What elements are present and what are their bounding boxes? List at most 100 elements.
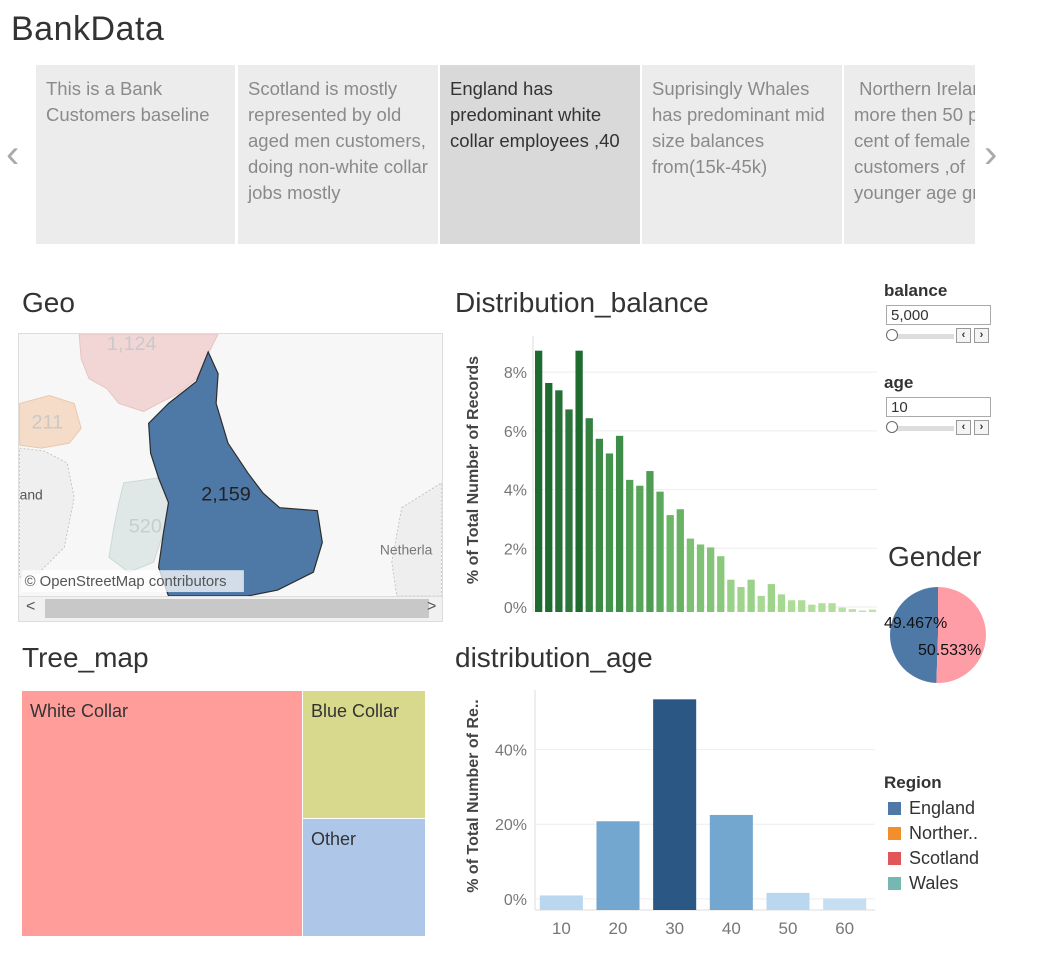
balance-bar xyxy=(858,610,867,612)
legend-label: England xyxy=(909,798,976,818)
legend-label: Wales xyxy=(909,873,959,893)
slider-knob[interactable] xyxy=(886,329,898,341)
story-point-text: Suprisingly Whales has predominant mid s… xyxy=(652,78,825,177)
chevron-right-icon[interactable]: › xyxy=(974,328,989,343)
map-label-northern-ireland: 211 xyxy=(32,411,64,433)
slider-knob[interactable] xyxy=(886,421,898,433)
balance-bar xyxy=(747,579,755,612)
story-point-text: This is a Bank Customers baseline xyxy=(46,78,210,125)
story-point-2[interactable]: Scotland is mostly represented by old ag… xyxy=(238,65,438,244)
region-europe xyxy=(391,482,442,596)
map-horizontal-scrollbar[interactable]: < > xyxy=(18,597,443,622)
distribution-age-title: distribution_age xyxy=(455,642,653,673)
chevron-right-icon[interactable]: › xyxy=(984,132,998,176)
balance-filter-input[interactable]: 5,000 xyxy=(886,305,991,325)
age-bar xyxy=(653,699,697,910)
y-tick-label: 0% xyxy=(504,600,527,617)
age-bar xyxy=(766,892,810,910)
story-point-5[interactable]: Northern Ireland has more then 50 per ce… xyxy=(844,65,975,244)
balance-bar xyxy=(848,609,856,612)
geo-title: Geo xyxy=(22,287,75,318)
story-point-3[interactable]: England has predominant white collar emp… xyxy=(440,65,640,244)
pie-slice xyxy=(936,587,986,683)
y-tick-label: 6% xyxy=(504,424,527,441)
tree-map-cell-blue-collar[interactable]: Blue Collar xyxy=(303,691,425,818)
chevron-left-icon[interactable]: ‹ xyxy=(6,132,20,176)
balance-bar xyxy=(565,409,573,612)
legend-item-scotland[interactable]: Scotland xyxy=(888,848,979,869)
y-tick-label: 0% xyxy=(504,892,527,909)
tree-map-cell-label: Blue Collar xyxy=(311,701,400,721)
map-label-england: 2,159 xyxy=(201,484,251,506)
balance-bar xyxy=(585,418,593,612)
tree-map-cell-white-collar[interactable]: White Collar xyxy=(22,691,302,936)
balance-bar xyxy=(666,515,674,612)
balance-bar xyxy=(717,556,725,612)
x-tick-label: 10 xyxy=(552,919,571,938)
region-scotland xyxy=(78,334,219,412)
balance-bar xyxy=(575,350,583,612)
story-point-text: Northern Ireland has more then 50 per ce… xyxy=(854,78,975,203)
story-point-1[interactable]: This is a Bank Customers baseline xyxy=(36,65,235,244)
scroll-left-icon[interactable]: < xyxy=(26,598,36,615)
gender-title: Gender xyxy=(888,541,982,572)
map-label-ireland: and xyxy=(20,487,43,503)
tree-map-cell-other[interactable]: Other xyxy=(303,819,425,936)
geo-map[interactable]: 1,124 211 2,159 520 and Netherla © OpenS… xyxy=(18,333,443,597)
balance-bar xyxy=(636,485,644,612)
balance-bar xyxy=(757,595,765,612)
map-label-scotland: 1,124 xyxy=(107,334,157,355)
balance-bar xyxy=(868,609,877,612)
balance-bar xyxy=(737,587,745,612)
y-tick-label: 40% xyxy=(495,743,527,760)
map-attribution: © OpenStreetMap contributors xyxy=(25,574,227,590)
story-point-text: Scotland is mostly represented by old ag… xyxy=(248,78,428,203)
chevron-left-icon[interactable]: ‹ xyxy=(956,328,971,343)
balance-slider[interactable]: ‹ › xyxy=(886,328,991,344)
y-tick-label: 8% xyxy=(504,365,527,382)
y-tick-label: 4% xyxy=(504,483,527,500)
age-slider[interactable]: ‹ › xyxy=(886,420,991,436)
scroll-right-icon[interactable]: > xyxy=(427,598,437,615)
legend-item-wales[interactable]: Wales xyxy=(888,873,958,894)
y-axis-label: % of Total Number of Re.. xyxy=(465,699,482,892)
legend-swatch xyxy=(888,877,901,890)
balance-bar xyxy=(605,453,614,612)
dashboard-title: BankData xyxy=(11,10,165,48)
balance-bar xyxy=(626,479,634,612)
balance-bar xyxy=(615,435,624,612)
balance-bar xyxy=(686,538,695,612)
story-points-bar: This is a Bank Customers baseline Scotla… xyxy=(36,65,975,244)
balance-filter-label: balance xyxy=(884,281,948,300)
balance-bar xyxy=(646,471,654,612)
region-ireland xyxy=(19,447,75,578)
age-bar xyxy=(539,895,583,910)
gender-pie-chart: 49.467% 50.533% xyxy=(884,587,986,683)
region-england xyxy=(148,350,323,596)
balance-bar xyxy=(818,603,826,612)
chevron-right-icon[interactable]: › xyxy=(974,420,989,435)
age-bar xyxy=(823,898,867,910)
legend-label: Norther.. xyxy=(909,823,979,843)
balance-bar xyxy=(777,594,786,612)
balance-bar xyxy=(787,600,796,612)
balance-bar xyxy=(707,547,715,612)
legend-item-england[interactable]: England xyxy=(888,798,975,819)
story-point-text: England has predominant white collar emp… xyxy=(450,78,620,151)
pie-label-male: 49.467% xyxy=(884,615,947,632)
scrollbar-thumb[interactable] xyxy=(45,599,429,618)
distribution-balance-title: Distribution_balance xyxy=(455,287,709,318)
distribution-age-chart: % of Total Number of Re.. 0% 20% 40% 10 20 3… xyxy=(465,690,875,938)
balance-bar xyxy=(545,382,553,612)
legend-title: Region xyxy=(884,773,942,792)
y-tick-label: 20% xyxy=(495,817,527,834)
legend-item-northern-ireland[interactable]: Norther.. xyxy=(888,823,978,844)
balance-bar xyxy=(656,491,664,612)
chevron-left-icon[interactable]: ‹ xyxy=(956,420,971,435)
balance-bar xyxy=(838,607,846,612)
age-filter-input[interactable]: 10 xyxy=(886,397,991,417)
story-point-4[interactable]: Suprisingly Whales has predominant mid s… xyxy=(642,65,842,244)
age-filter-label: age xyxy=(884,373,914,392)
pie-label-female: 50.533% xyxy=(918,642,981,659)
x-tick-label: 60 xyxy=(835,919,854,938)
